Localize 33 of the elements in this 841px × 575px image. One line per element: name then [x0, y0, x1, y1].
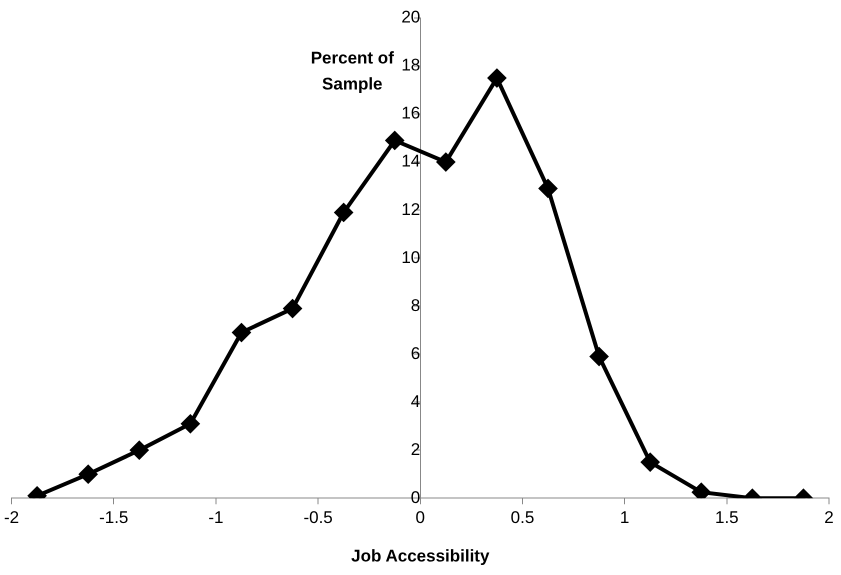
y-tick-label: 8 [410, 296, 420, 315]
y-tick-label: 0 [410, 488, 420, 507]
point [641, 453, 660, 472]
point [488, 69, 506, 88]
point [436, 153, 455, 172]
y-axis-title: Percent of Sample [310, 48, 394, 94]
point [79, 465, 98, 484]
x-tick-label: -0.5 [303, 508, 333, 528]
y-tick-label: 18 [401, 56, 420, 75]
x-tick-label: -1 [208, 508, 224, 528]
y-tick-label: 20 [401, 8, 420, 27]
x-tick-label: 1 [620, 508, 630, 528]
point [181, 414, 200, 433]
y-tick-label: 2 [410, 440, 420, 459]
y-tick-label: 10 [401, 248, 420, 267]
point [130, 441, 148, 460]
x-tick-label: 0.5 [510, 508, 534, 528]
point [386, 131, 404, 150]
point [284, 300, 302, 318]
x-tick-label: -1.5 [99, 508, 128, 528]
x-tick-label: -2 [4, 508, 20, 528]
point [232, 324, 250, 342]
x-axis-title: Job Accessibility [351, 546, 490, 566]
y-tick-label: 12 [401, 200, 420, 219]
point [539, 179, 558, 198]
y-tick-label: 4 [410, 392, 420, 411]
x-tick-label: 1.5 [715, 508, 739, 528]
y-tick-label: 6 [410, 344, 420, 363]
point [590, 348, 608, 366]
x-tick-label: 2 [824, 508, 834, 528]
y-tick-label: 16 [401, 104, 420, 123]
point [334, 203, 353, 222]
y-tick-label: 14 [401, 152, 420, 171]
